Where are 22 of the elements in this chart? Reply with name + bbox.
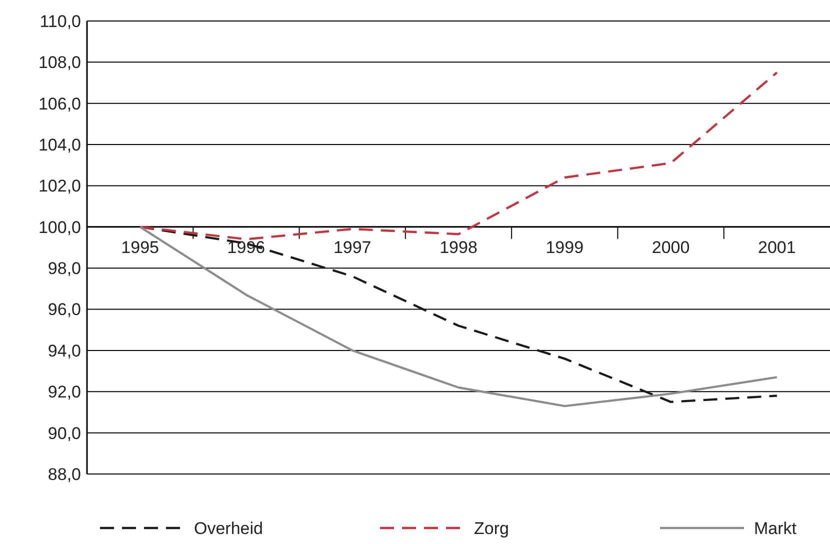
y-tick-label: 94,0: [48, 341, 81, 360]
x-tick-label: 1999: [546, 238, 584, 257]
x-tick-label: 1997: [333, 238, 372, 257]
legend-label: Overheid: [194, 518, 263, 538]
legend-label: Markt: [754, 518, 797, 538]
y-tick-label: 110,0: [40, 12, 81, 31]
y-tick-label: 90,0: [48, 424, 81, 443]
x-tick-label: 1995: [121, 238, 159, 257]
y-tick-label: 88,0: [48, 464, 81, 484]
y-tick-label: 106,0: [38, 94, 81, 114]
y-tick-label: 98,0: [48, 259, 81, 278]
y-tick-label: 108,0: [38, 53, 81, 72]
y-tick-label: 100,0: [38, 218, 81, 237]
x-tick-label: 2001: [758, 238, 796, 257]
y-tick-label: 102,0: [38, 176, 81, 196]
line-series: [138, 71, 778, 240]
y-tick-label: 104,0: [38, 135, 81, 154]
x-tick-label: 1998: [440, 238, 478, 257]
y-tick-label: 96,0: [48, 300, 81, 320]
legend-label: Zorg: [474, 518, 509, 538]
x-tick-label: 2000: [652, 238, 690, 257]
y-tick-label: 92,0: [48, 382, 81, 402]
